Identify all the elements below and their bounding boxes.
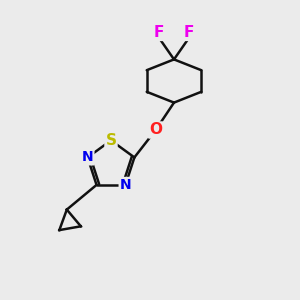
Text: N: N — [120, 178, 131, 192]
Text: S: S — [106, 133, 116, 148]
Text: F: F — [154, 25, 164, 40]
Text: F: F — [184, 25, 194, 40]
Text: O: O — [149, 122, 162, 137]
Text: N: N — [82, 150, 93, 164]
